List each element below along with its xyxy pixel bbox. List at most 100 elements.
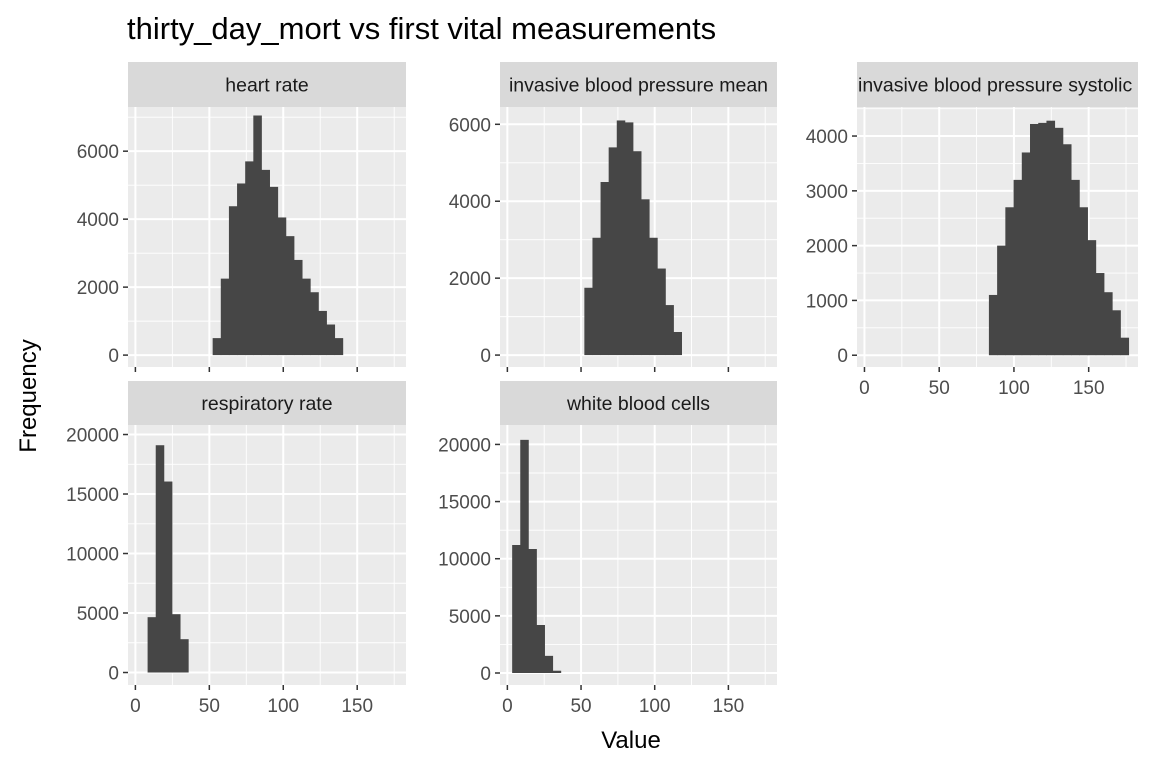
y-tick-label: 0 [108, 346, 119, 367]
x-axis: 0 50 100 150 [130, 685, 373, 717]
facet-strip [500, 62, 777, 107]
y-tick-label: 20000 [438, 435, 491, 456]
histogram-bars [584, 120, 682, 356]
histogram-bar [245, 161, 254, 356]
histogram-bar [269, 186, 279, 356]
y-tick-label: 0 [480, 346, 491, 367]
histogram-bar [665, 305, 674, 356]
histogram-bar [334, 338, 344, 356]
histogram-bar [228, 206, 238, 356]
x-axis: 0 50 100 150 [859, 367, 1105, 399]
histogram-bar [253, 115, 262, 356]
facet-panels: heart rate 0 2000 4000 6000 invasive blood pr… [66, 62, 1138, 717]
histogram-bar [1030, 123, 1039, 356]
histogram-bar [632, 151, 642, 356]
facet-strip [128, 381, 406, 425]
histogram-bar [512, 545, 521, 673]
y-axis: 0 5000 10000 15000 20000 [66, 426, 128, 685]
histogram-bar [520, 439, 529, 673]
y-axis: 0 1000 2000 3000 4000 [806, 127, 857, 367]
histogram-bar [155, 445, 165, 673]
facet-strip [500, 381, 777, 425]
y-tick-label: 6000 [77, 142, 119, 163]
gridlines [500, 425, 777, 685]
y-tick-label: 4000 [806, 127, 848, 148]
y-tick-label: 2000 [449, 269, 491, 290]
y-tick-label: 3000 [806, 182, 848, 203]
histogram-bar [1013, 179, 1023, 356]
gridlines [128, 425, 406, 685]
histogram-bar [277, 217, 287, 356]
y-tick-label: 2000 [77, 278, 119, 299]
histogram-bar [600, 182, 610, 356]
histogram-bar [552, 670, 562, 673]
y-tick-label: 1000 [806, 291, 848, 312]
histogram-bar [1103, 292, 1113, 356]
y-tick-label: 15000 [438, 493, 491, 514]
histogram-bars [212, 115, 344, 356]
y-axis: 0 5000 10000 15000 20000 [438, 435, 500, 685]
panel-respiratory-rate: respiratory rate 0 5000 10000 15000 20000 0 50 1… [66, 381, 406, 717]
histogram-bar [1038, 122, 1047, 356]
facet-strip-label: respiratory rate [201, 393, 332, 415]
histogram-bar [544, 655, 554, 673]
histogram-bar [1005, 207, 1014, 356]
panel-heart-rate: heart rate 0 2000 4000 6000 [77, 62, 406, 372]
y-tick-label: 0 [480, 664, 491, 685]
facet-strip-label: invasive blood pressure mean [509, 75, 768, 97]
x-tick-label: 100 [998, 378, 1030, 399]
y-tick-label: 0 [108, 664, 119, 685]
x-axis [134, 367, 358, 372]
histogram-bar [657, 268, 666, 356]
facet-strip [128, 62, 406, 107]
x-tick-label: 50 [929, 378, 950, 399]
y-tick-label: 10000 [438, 550, 491, 571]
histogram-bar [608, 147, 618, 356]
histogram-bar [624, 122, 634, 356]
histogram-bar [171, 614, 181, 673]
y-tick-label: 2000 [806, 237, 848, 258]
histogram-bars [988, 120, 1130, 356]
facet-strip [857, 62, 1138, 107]
y-tick-label: 4000 [77, 210, 119, 231]
histogram-bar [220, 278, 230, 356]
histogram-bar [988, 294, 998, 356]
y-tick-label: 10000 [66, 545, 119, 566]
histogram-bar [1071, 179, 1080, 356]
histogram-bar [649, 237, 658, 356]
x-axis [506, 367, 730, 372]
histogram-bar [261, 169, 270, 356]
facet-strip-label: heart rate [225, 75, 308, 97]
y-tick-label: 6000 [449, 115, 491, 136]
histogram-bar [1062, 144, 1072, 356]
x-tick-label: 50 [570, 696, 591, 717]
histogram-bar [584, 287, 593, 356]
histogram-bar [1112, 310, 1121, 356]
histogram-bar [1095, 273, 1105, 356]
histogram-bar [536, 625, 545, 673]
x-tick-label: 50 [199, 696, 220, 717]
y-axis: 0 2000 4000 6000 [449, 115, 500, 367]
x-axis: 0 50 100 150 [502, 685, 744, 717]
histogram-bar [293, 259, 303, 356]
histogram-bar [163, 481, 173, 673]
histogram-bar [1046, 120, 1056, 356]
x-tick-label: 150 [1073, 378, 1105, 399]
histogram-bar [318, 310, 327, 356]
histogram-bar [237, 183, 246, 356]
histogram-bar [673, 332, 682, 356]
histogram-bar [997, 245, 1006, 356]
y-tick-label: 5000 [449, 607, 491, 628]
histogram-bar [641, 199, 650, 356]
x-tick-label: 0 [859, 378, 870, 399]
y-tick-label: 20000 [66, 426, 119, 447]
panel-white-blood-cells: white blood cells 0 5000 10000 15000 20000 0 50… [438, 381, 777, 717]
x-tick-label: 100 [267, 696, 299, 717]
y-tick-label: 5000 [77, 604, 119, 625]
panel-invasive-blood-pressure-mean: invasive blood pressure mean 0 2000 4000 600… [449, 62, 777, 372]
chart-title: thirty_day_mort vs first vital measureme… [127, 11, 716, 46]
histogram-bars [147, 445, 189, 673]
histogram-bar [1054, 127, 1064, 356]
histogram-bar [326, 324, 336, 356]
